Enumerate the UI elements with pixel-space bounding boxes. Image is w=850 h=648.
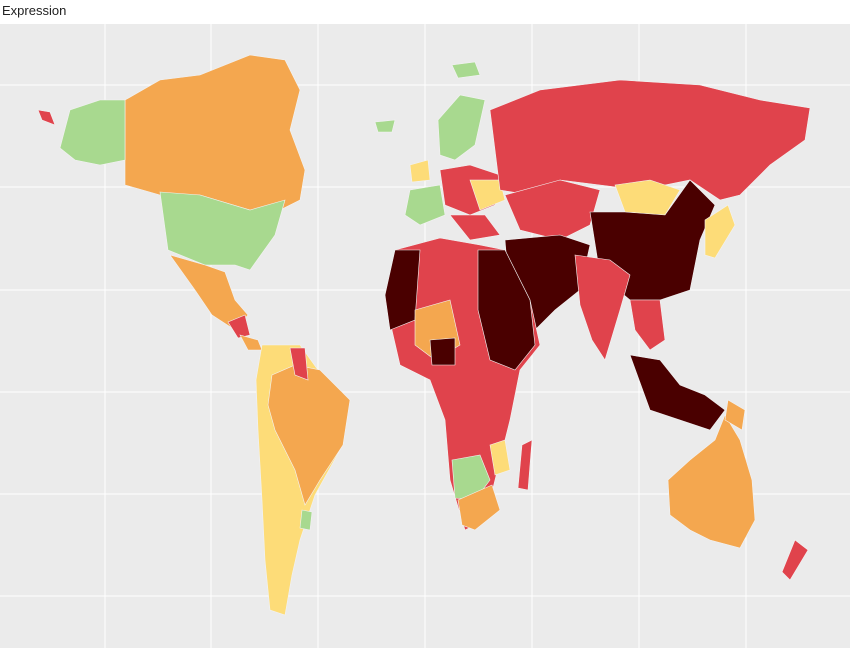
countries bbox=[37, 54, 811, 616]
map-title: Expression bbox=[2, 3, 67, 18]
